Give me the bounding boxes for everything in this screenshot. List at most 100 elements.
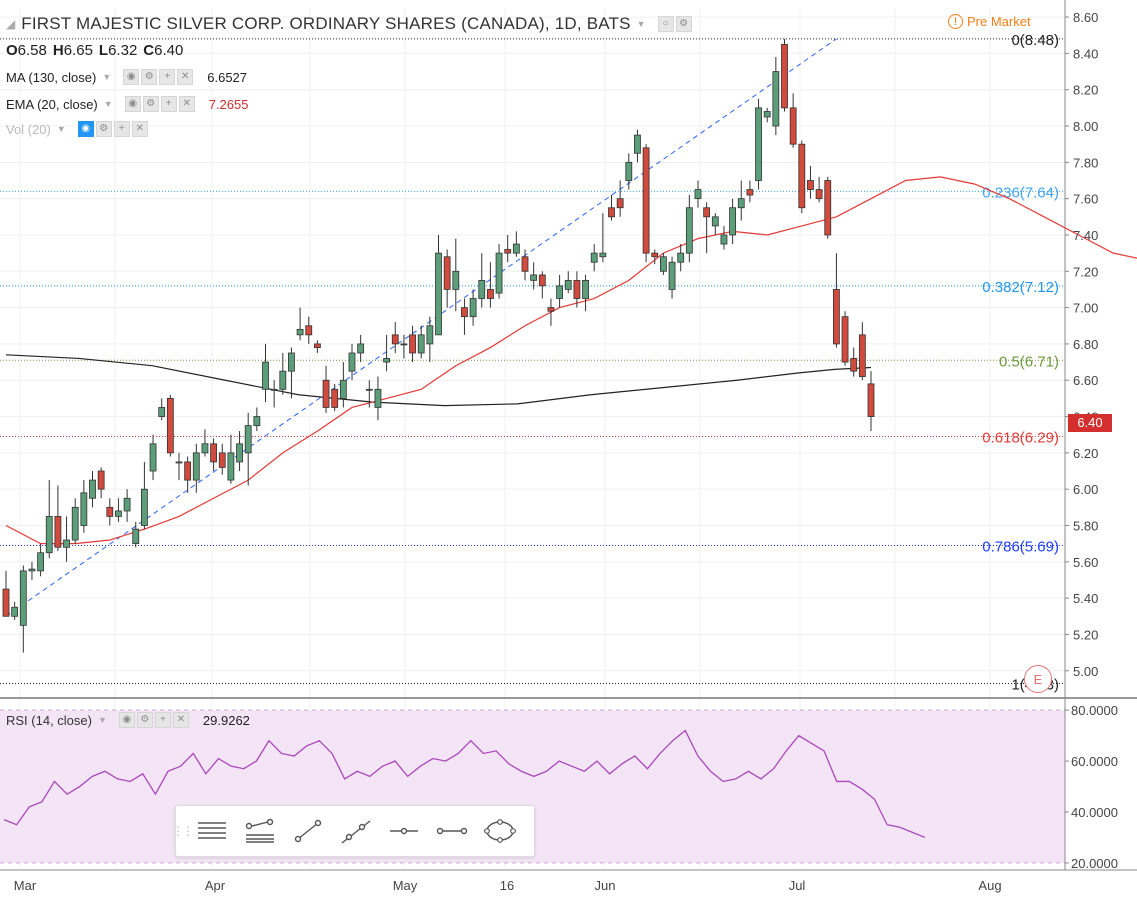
close-label: C bbox=[143, 42, 155, 59]
indicator-ema[interactable]: EMA (20, close) ▼ ◉ ⚙ + ✕ 7.2655 bbox=[6, 96, 248, 112]
indicator-ma-value: 6.6527 bbox=[207, 69, 248, 85]
candle bbox=[833, 289, 840, 345]
indicator-ma[interactable]: MA (130, close) ▼ ◉ ⚙ + ✕ 6.6527 bbox=[6, 69, 247, 85]
rsi-legend[interactable]: RSI (14, close) ▼ ◉ ⚙ + ✕ 29.9262 bbox=[6, 712, 250, 728]
eye-icon[interactable]: ◉ bbox=[77, 121, 94, 137]
warning-icon: ! bbox=[948, 14, 963, 29]
eye-icon[interactable]: ◉ bbox=[124, 96, 141, 112]
candle bbox=[850, 358, 858, 372]
rsi-axis-label: 40.0000 bbox=[1071, 805, 1118, 820]
candle bbox=[2, 588, 10, 617]
horizontal-ray-tool-icon[interactable] bbox=[380, 811, 428, 851]
candle bbox=[426, 325, 434, 345]
eye-icon[interactable]: ◉ bbox=[123, 69, 140, 85]
time-axis-label: Jul bbox=[789, 878, 806, 893]
close-icon[interactable]: ✕ bbox=[177, 69, 194, 85]
candle bbox=[616, 198, 624, 209]
add-icon[interactable]: + bbox=[160, 96, 177, 112]
candle bbox=[634, 134, 641, 154]
price-axis-label: 8.20 bbox=[1073, 83, 1098, 98]
candle bbox=[97, 470, 105, 490]
fib-level-label: 0.382(7.12) bbox=[982, 279, 1059, 296]
price-axis-label: 8.40 bbox=[1073, 46, 1098, 61]
earnings-marker[interactable]: E bbox=[1024, 665, 1052, 693]
candle bbox=[599, 252, 607, 258]
hide-icon[interactable]: ○ bbox=[657, 16, 674, 32]
rsi-label[interactable]: RSI (14, close) bbox=[6, 712, 92, 728]
chevron-down-icon[interactable]: ▼ bbox=[56, 124, 66, 134]
pre-market-badge[interactable]: ! Pre Market bbox=[948, 14, 1031, 29]
settings-icon[interactable]: ⚙ bbox=[142, 96, 159, 112]
pre-market-label: Pre Market bbox=[967, 14, 1031, 29]
high-label: H bbox=[52, 42, 64, 59]
candle bbox=[288, 352, 295, 372]
close-icon[interactable]: ✕ bbox=[172, 712, 189, 728]
candle bbox=[19, 570, 27, 626]
ohlc-readout: O6.58 H6.65 L6.32 C6.40 bbox=[6, 42, 183, 59]
low-label: L bbox=[98, 42, 109, 59]
time-axis-label: Aug bbox=[978, 878, 1001, 893]
candle bbox=[435, 252, 442, 336]
indicator-ema-label[interactable]: EMA (20, close) bbox=[6, 96, 98, 112]
drawing-toolbar[interactable]: ⋮⋮ bbox=[172, 805, 535, 857]
candle bbox=[409, 334, 416, 354]
indicator-ema-value: 7.2655 bbox=[208, 96, 249, 112]
eye-icon[interactable]: ◉ bbox=[118, 712, 135, 728]
high-value: 6.65 bbox=[63, 42, 93, 59]
price-axis-label: 6.80 bbox=[1073, 337, 1098, 352]
ray-tool-icon[interactable] bbox=[332, 811, 380, 851]
indicator-volume[interactable]: Vol (20) ▼ ◉ ⚙ + ✕ bbox=[6, 121, 148, 137]
candle bbox=[469, 298, 477, 318]
ellipse-tool-icon[interactable] bbox=[476, 811, 524, 851]
add-icon[interactable]: + bbox=[154, 712, 171, 728]
settings-icon[interactable]: ⚙ bbox=[141, 69, 158, 85]
candle bbox=[227, 452, 235, 481]
symbol-title[interactable]: FIRST MAJESTIC SILVER CORP. ORDINARY SHA… bbox=[21, 14, 631, 33]
price-axis-label: 5.00 bbox=[1073, 664, 1098, 679]
candle bbox=[608, 207, 615, 218]
candle bbox=[461, 307, 468, 318]
candle bbox=[755, 107, 762, 181]
price-axis-label: 7.20 bbox=[1073, 264, 1098, 279]
parallel-channel-tool-icon[interactable] bbox=[236, 811, 284, 851]
candle bbox=[703, 207, 711, 218]
candle bbox=[296, 328, 304, 336]
rsi-axis-label: 60.0000 bbox=[1071, 754, 1118, 769]
add-icon[interactable]: + bbox=[113, 121, 130, 137]
close-value: 6.40 bbox=[154, 42, 184, 59]
fib-level-label: 0.786(5.69) bbox=[982, 538, 1059, 555]
candle bbox=[486, 289, 494, 299]
price-axis-label: 6.20 bbox=[1073, 446, 1098, 461]
settings-icon[interactable]: ⚙ bbox=[675, 16, 692, 32]
rsi-line bbox=[3, 729, 926, 839]
price-axis-label: 7.60 bbox=[1073, 192, 1098, 207]
collapse-icon[interactable]: ◢ bbox=[6, 17, 16, 31]
candle bbox=[660, 256, 667, 272]
close-icon[interactable]: ✕ bbox=[131, 121, 148, 137]
settings-icon[interactable]: ⚙ bbox=[95, 121, 112, 137]
indicator-volume-label[interactable]: Vol (20) bbox=[6, 121, 51, 137]
candle bbox=[452, 270, 460, 290]
horizontal-lines-tool-icon[interactable] bbox=[188, 811, 236, 851]
candle bbox=[106, 506, 114, 517]
chevron-down-icon[interactable]: ▼ bbox=[103, 99, 113, 109]
chevron-down-icon[interactable]: ▼ bbox=[636, 19, 646, 29]
fib-level-label: 0(8.48) bbox=[1011, 32, 1059, 49]
price-axis-label: 5.60 bbox=[1073, 555, 1098, 570]
trend-line-tool-icon[interactable] bbox=[284, 811, 332, 851]
chevron-down-icon[interactable]: ▼ bbox=[97, 715, 107, 725]
add-icon[interactable]: + bbox=[159, 69, 176, 85]
candle bbox=[504, 249, 512, 254]
candle bbox=[63, 539, 70, 548]
drag-handle-icon[interactable]: ⋮⋮ bbox=[172, 824, 194, 838]
candle bbox=[521, 256, 529, 272]
indicator-ma-label[interactable]: MA (130, close) bbox=[6, 69, 97, 85]
close-icon[interactable]: ✕ bbox=[178, 96, 195, 112]
extended-line-tool-icon[interactable] bbox=[428, 811, 476, 851]
candle bbox=[158, 407, 166, 417]
chevron-down-icon[interactable]: ▼ bbox=[102, 72, 112, 82]
settings-icon[interactable]: ⚙ bbox=[136, 712, 153, 728]
rsi-value: 29.9262 bbox=[202, 712, 250, 728]
